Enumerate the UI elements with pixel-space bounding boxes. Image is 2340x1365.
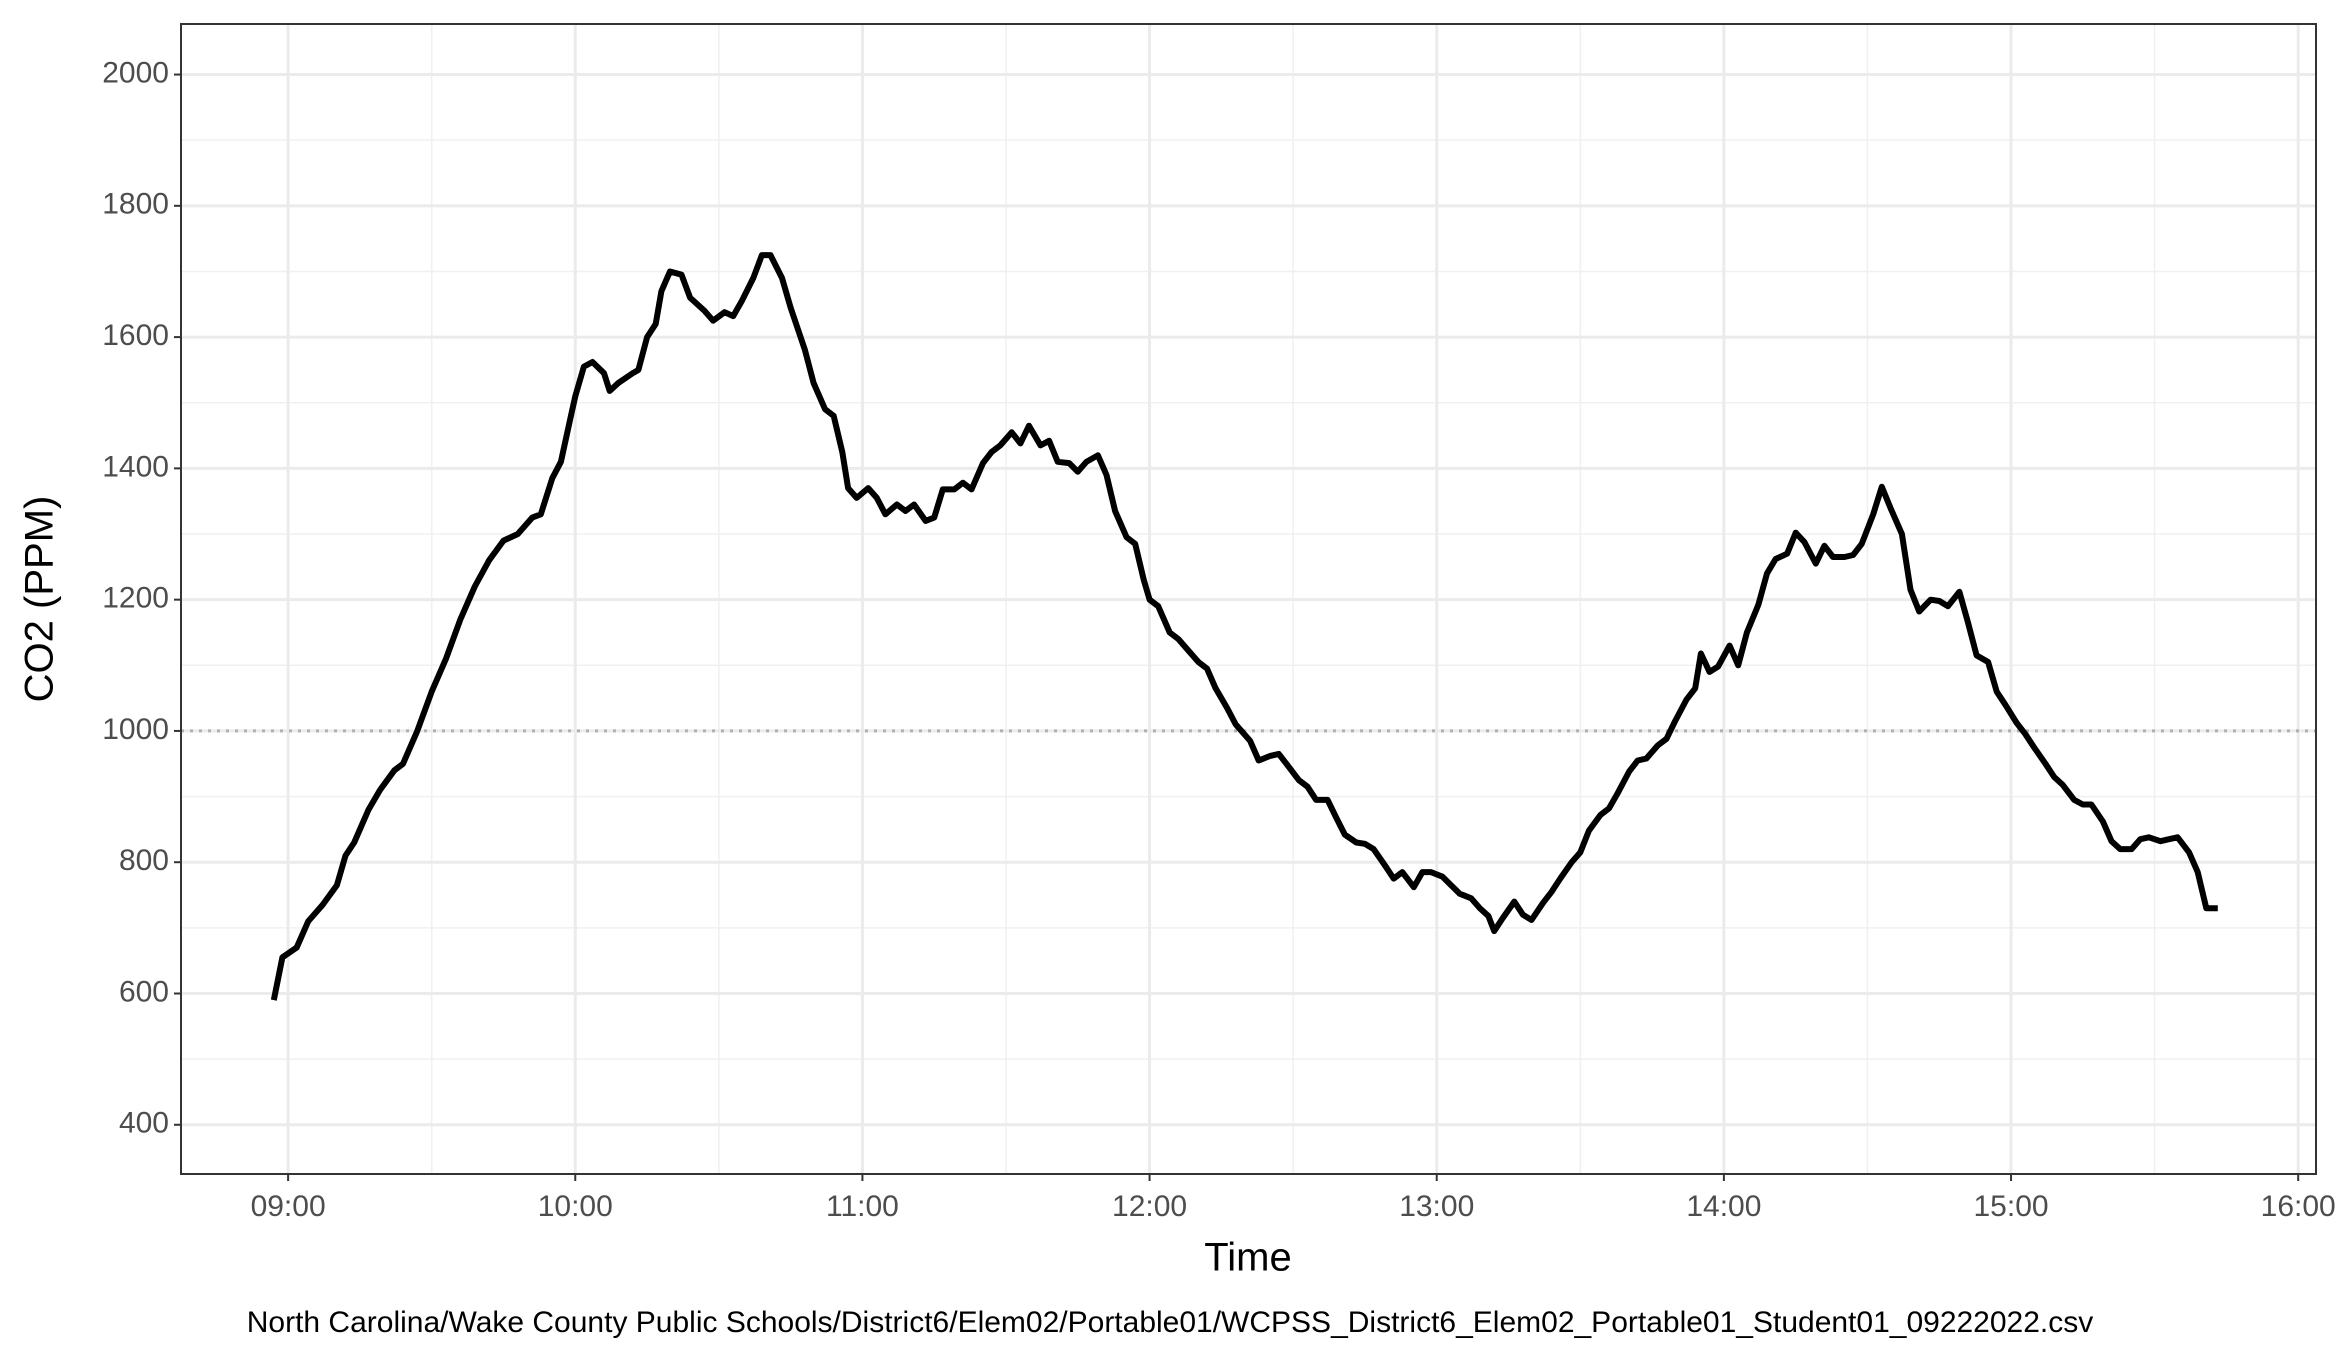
x-tick-label: 15:00 (1974, 1190, 2049, 1223)
x-tick-label: 11:00 (826, 1190, 899, 1223)
y-tick-label: 1000 (102, 713, 169, 746)
x-tick-label: 12:00 (1112, 1190, 1187, 1223)
y-tick-label: 800 (119, 844, 169, 877)
y-tick-label: 1200 (102, 582, 169, 615)
x-tick-label: 09:00 (251, 1190, 326, 1223)
panel-border (180, 23, 2317, 1175)
y-axis-title: CO2 (PPM) (18, 496, 62, 703)
x-tick-label: 13:00 (1399, 1190, 1474, 1223)
y-tick-label: 600 (119, 975, 169, 1008)
y-tick-label: 1400 (102, 450, 169, 483)
x-axis-title: Time (1204, 1236, 1291, 1280)
x-tick-label: 14:00 (1686, 1190, 1761, 1223)
x-tick-label: 16:00 (2261, 1190, 2336, 1223)
y-tick-label: 2000 (102, 56, 169, 89)
x-tick-label: 10:00 (538, 1190, 613, 1223)
caption: North Carolina/Wake County Public School… (247, 1306, 2094, 1339)
y-tick-label: 1600 (102, 319, 169, 352)
data-line (270, 252, 2218, 1001)
y-tick-label: 1800 (102, 188, 169, 221)
y-tick-label: 400 (119, 1107, 169, 1140)
